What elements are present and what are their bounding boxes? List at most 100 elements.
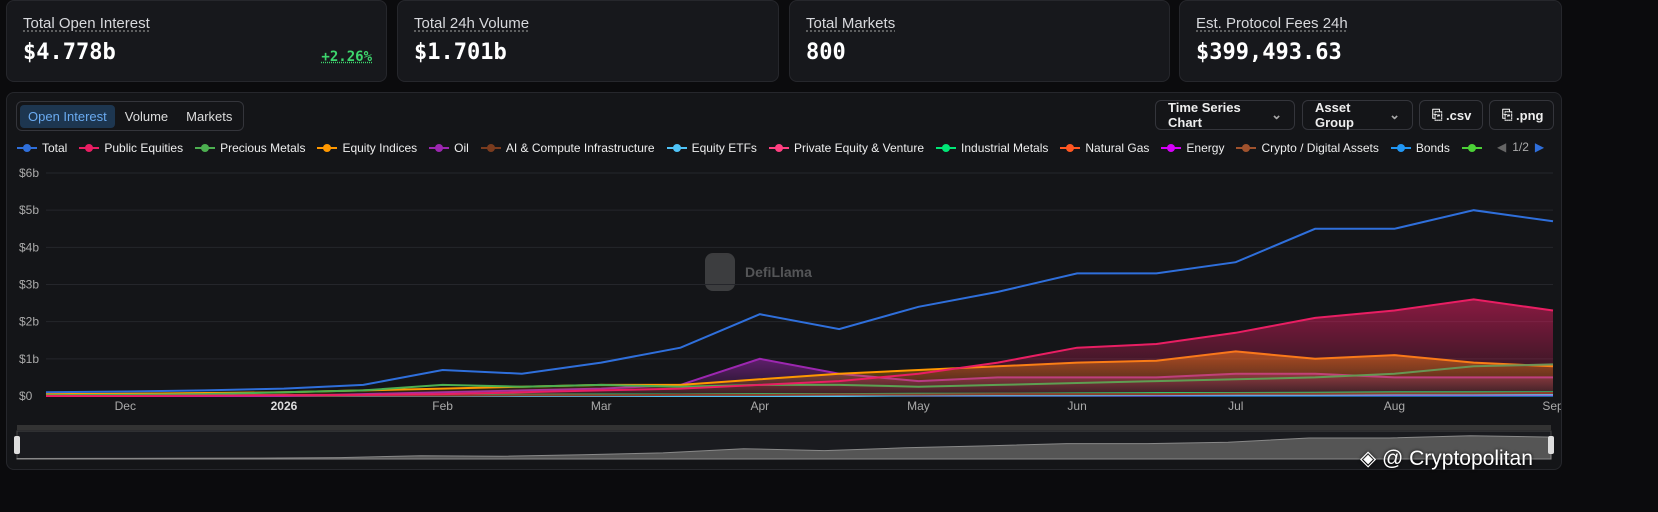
stat-label: Total Markets	[806, 15, 896, 32]
legend-swatch	[429, 144, 450, 152]
legend-item[interactable]: Natural Gas	[1060, 141, 1149, 155]
legend-swatch	[1161, 144, 1182, 152]
credit: ◈ @ Cryptopolitan	[1360, 447, 1533, 470]
legend-swatch	[317, 144, 338, 152]
y-tick-label: $6b	[19, 166, 39, 180]
legend-item[interactable]: Precious Metals	[195, 141, 305, 155]
legend-label: Crypto / Digital Assets	[1261, 141, 1379, 155]
legend-label: Equity ETFs	[691, 141, 757, 155]
legend: Total Public Equities Precious Metals Equit…	[17, 141, 1487, 155]
stat-card: Total 24h Volume $1.701b	[397, 0, 779, 82]
credit-text: @ Cryptopolitan	[1381, 447, 1533, 470]
legend-label: Oil	[454, 141, 469, 155]
pager-next[interactable]: ▶	[1534, 140, 1545, 154]
dropdown[interactable]: Time Series Chart ⌄	[1155, 100, 1295, 130]
y-tick-label: $3b	[19, 278, 39, 292]
stat-value: $399,493.63	[1196, 40, 1342, 65]
x-tick-label: Mar	[591, 399, 612, 413]
button-label: Time Series Chart	[1168, 100, 1241, 130]
y-tick-label: $2b	[19, 315, 39, 329]
x-tick-label: Jun	[1067, 399, 1086, 413]
legend-swatch	[1236, 144, 1257, 152]
x-tick-label: Aug	[1384, 399, 1405, 413]
y-tick-label: $5b	[19, 203, 39, 217]
stat-label: Est. Protocol Fees 24h	[1196, 15, 1348, 32]
legend-swatch	[1390, 144, 1411, 152]
pager-prev[interactable]: ◀	[1497, 140, 1507, 154]
legend-label: Private Equity & Venture	[793, 141, 925, 155]
legend-item[interactable]: Bonds	[1390, 141, 1450, 155]
stat-value: 800	[806, 40, 846, 65]
legend-item[interactable]: AI & Compute Infrastructure	[480, 141, 655, 155]
legend-swatch	[17, 144, 37, 152]
legend-item[interactable]: Oil	[429, 141, 469, 155]
chart: DefiLlama $0 $1b $2b $3b $4b $5b $6b Dec 2026 Feb…	[14, 166, 1561, 460]
button-label: Asset Group	[1315, 100, 1354, 130]
chart-panel: Open Interest Volume Markets Time Series…	[6, 92, 1562, 470]
legend-item[interactable]: Public Equities	[79, 141, 183, 155]
legend-item[interactable]: Private Equity & Venture	[768, 141, 925, 155]
legend-label: Energy	[1186, 141, 1225, 155]
series-line	[46, 298, 1554, 397]
stat-card: Est. Protocol Fees 24h $399,493.63	[1179, 0, 1562, 82]
tab[interactable]: Open Interest	[20, 104, 115, 128]
legend-label: Total	[42, 141, 68, 155]
series-line	[45, 209, 1554, 394]
stat-card: Total Open Interest $4.778b +2.26%	[6, 0, 387, 82]
legend-swatch	[480, 144, 501, 152]
x-tick-label: Apr	[750, 399, 769, 413]
stat-value: $4.778b	[23, 40, 116, 65]
legend-label: Natural Gas	[1085, 141, 1150, 155]
tab[interactable]: Volume	[124, 108, 169, 124]
x-tick-label: 2026	[271, 399, 298, 413]
legend-pager: ◀ 1/2 ▶	[1497, 140, 1544, 154]
legend-label: Industrial Metals	[961, 141, 1049, 155]
x-tick-label: Sep	[1542, 399, 1561, 413]
legend-swatch	[768, 144, 789, 152]
legend-swatch	[1060, 144, 1081, 152]
dropdown[interactable]: Asset Group ⌄	[1302, 100, 1413, 130]
legend-swatch	[666, 144, 687, 152]
series-area	[46, 299, 1553, 396]
pager-text: 1/2	[1512, 140, 1529, 154]
x-tick-label: Jul	[1228, 399, 1243, 413]
x-tick-label: May	[907, 399, 930, 413]
legend-item[interactable]: Total	[17, 141, 67, 155]
y-tick-label: $4b	[19, 240, 39, 254]
brush-handle[interactable]	[14, 436, 20, 454]
y-tick-label: $1b	[19, 352, 39, 366]
watermark-text: DefiLlama	[745, 264, 812, 280]
stat-label: Total Open Interest	[23, 15, 150, 32]
stat-card: Total Markets 800	[789, 0, 1170, 82]
brush-bar	[17, 425, 1551, 430]
legend-label: Bonds	[1415, 141, 1450, 155]
legend-label: Equity Indices	[342, 141, 418, 155]
legend-swatch	[936, 144, 957, 152]
stat-value: $1.701b	[414, 40, 507, 65]
legend-item[interactable]: Equity Indices	[317, 141, 417, 155]
legend-label: Precious Metals	[220, 141, 306, 155]
x-tick-label: Dec	[115, 399, 136, 413]
watermark: DefiLlama	[705, 253, 812, 291]
legend-label: AI & Compute Infrastructure	[505, 141, 655, 155]
legend-item[interactable]: Crypto / Digital Assets	[1236, 141, 1379, 155]
tab-group: Open Interest Volume Markets	[16, 101, 245, 131]
legend-item[interactable]: Industrial Metals	[936, 141, 1048, 155]
legend-item[interactable]: Equity ETFs	[666, 141, 757, 155]
legend-swatch	[79, 144, 100, 152]
legend-item[interactable]: Volatility	[1461, 141, 1487, 155]
x-tick-label: Feb	[432, 399, 453, 413]
button[interactable]: ⎘ .csv	[1419, 100, 1483, 130]
button-label: .png	[1516, 107, 1544, 123]
tab[interactable]: Markets	[186, 108, 233, 124]
legend-swatch	[195, 144, 216, 152]
legend-item[interactable]: Energy	[1161, 141, 1224, 155]
button[interactable]: ⎘ .png	[1489, 100, 1554, 130]
legend-label: Public Equities	[104, 141, 184, 155]
brush-area	[16, 435, 1552, 460]
stat-change: +2.26%	[321, 49, 372, 65]
legend-swatch	[1461, 144, 1482, 152]
brush-handle[interactable]	[1548, 436, 1554, 454]
stat-label: Total 24h Volume	[414, 15, 530, 32]
y-tick-label: $0	[19, 389, 33, 403]
